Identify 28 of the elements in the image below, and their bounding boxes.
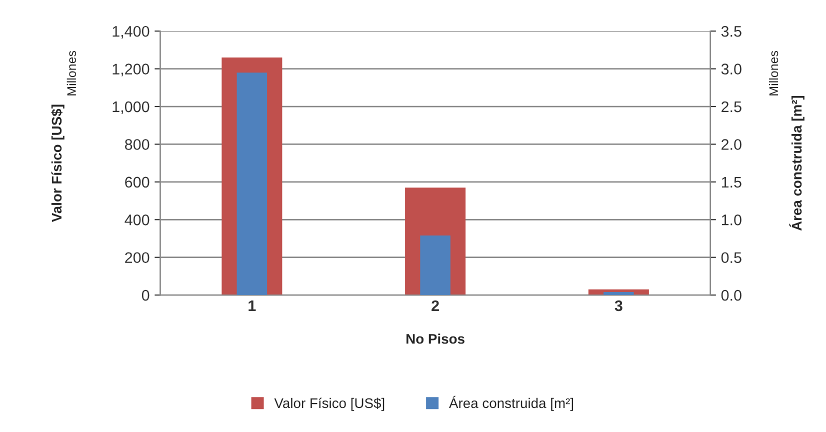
y-tick-label: 400 bbox=[124, 214, 150, 226]
legend-label: Valor Físico [US$] bbox=[274, 398, 384, 411]
legend-label: Área construida [m²] bbox=[449, 396, 574, 411]
bar bbox=[604, 292, 634, 296]
x-tick-label: 1 bbox=[248, 300, 256, 311]
y-tick-label: 1,000 bbox=[112, 101, 150, 114]
y-axis-title: Valor Físico [US$] bbox=[51, 104, 64, 222]
y2-tick-label: 3.5 bbox=[721, 26, 742, 37]
y-tick-label: 800 bbox=[125, 139, 150, 150]
y2-tick-label: 1.5 bbox=[722, 176, 742, 188]
y2-tick-label: 1.0 bbox=[722, 214, 742, 226]
y2-tick-label: 0.0 bbox=[721, 290, 742, 301]
y-tick-label: 0 bbox=[142, 290, 150, 301]
y2-axis-title: Área construida [m²] bbox=[789, 96, 804, 231]
y-tick-label: 1,400 bbox=[112, 26, 150, 39]
y-tick-label: 1,200 bbox=[112, 64, 150, 76]
x-axis-title: No Pisos bbox=[406, 334, 464, 344]
y2-tick-label: 0.5 bbox=[721, 252, 742, 264]
text: Millones bbox=[768, 50, 778, 96]
y2-tick-label: 2.5 bbox=[722, 101, 742, 112]
text: Millones bbox=[66, 50, 76, 96]
y-tick-label: 200 bbox=[125, 252, 150, 264]
bar bbox=[420, 235, 450, 296]
x-tick-label: 3 bbox=[614, 300, 622, 312]
y2-tick-label: 3.0 bbox=[721, 64, 742, 74]
y-tick-label: 600 bbox=[125, 176, 150, 188]
y2-tick-label: 2.0 bbox=[722, 139, 742, 150]
x-tick-label: 2 bbox=[432, 300, 439, 311]
